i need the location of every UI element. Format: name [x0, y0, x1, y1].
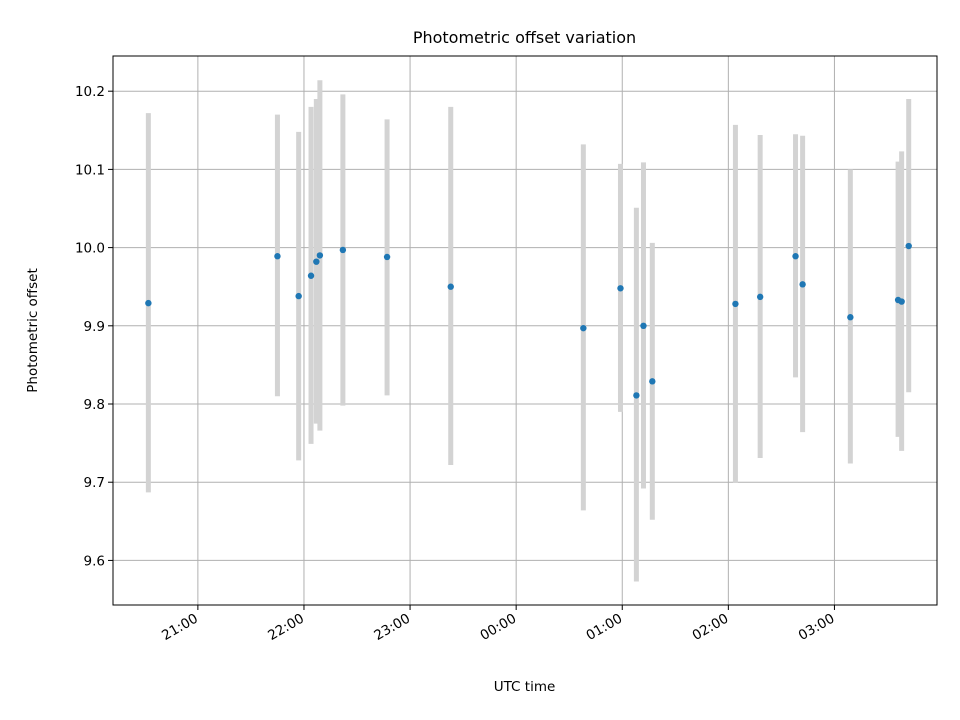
data-point	[732, 300, 739, 308]
data-point	[905, 242, 912, 250]
data-point	[617, 285, 624, 292]
chart-title: Photometric offset variation	[413, 28, 636, 47]
x-tick-label: 22:00	[265, 611, 307, 644]
x-axis-ticks: 21:00 22:00 23:00 00:00 01:00 02:00 03:00	[159, 605, 837, 644]
y-tick-label: 9.8	[84, 397, 105, 413]
x-tick-label: 00:00	[477, 611, 519, 644]
y-tick-label: 9.9	[84, 319, 105, 335]
y-tick-label: 10.2	[75, 84, 105, 100]
x-axis-label: UTC time	[494, 679, 556, 695]
x-tick-label: 21:00	[159, 611, 201, 644]
data-point	[649, 378, 656, 385]
x-tick-label: 01:00	[584, 611, 626, 644]
data-point	[313, 258, 320, 265]
x-gridlines	[197, 56, 835, 605]
y-axis-label: Photometric offset	[25, 268, 41, 392]
y-axis-ticks: 9.6 9.7 9.8 9.9 10.0 10.1 10.2	[75, 84, 113, 569]
data-point	[274, 253, 281, 260]
y-tick-label: 10.1	[75, 162, 105, 178]
data-point	[145, 299, 152, 307]
y-gridlines	[113, 90, 937, 561]
data-point	[633, 392, 640, 399]
data-point	[295, 292, 302, 300]
data-point	[383, 253, 391, 261]
error-bars	[145, 80, 912, 582]
data-points	[145, 242, 912, 399]
data-point	[307, 272, 315, 279]
data-point	[792, 253, 799, 260]
data-point	[799, 281, 806, 288]
x-tick-label: 02:00	[690, 611, 732, 644]
x-tick-label: 23:00	[371, 611, 413, 644]
data-point	[756, 293, 764, 301]
data-point	[898, 298, 905, 305]
plot-frame	[112, 55, 938, 606]
y-tick-label: 10.0	[75, 241, 105, 257]
data-point	[316, 252, 324, 259]
x-tick-label: 03:00	[796, 611, 838, 644]
data-point	[847, 314, 854, 321]
data-point	[447, 283, 454, 290]
data-point	[640, 322, 647, 330]
y-tick-label: 9.6	[84, 553, 105, 569]
data-point	[339, 246, 347, 254]
y-tick-label: 9.7	[84, 475, 105, 491]
data-point	[580, 324, 587, 332]
